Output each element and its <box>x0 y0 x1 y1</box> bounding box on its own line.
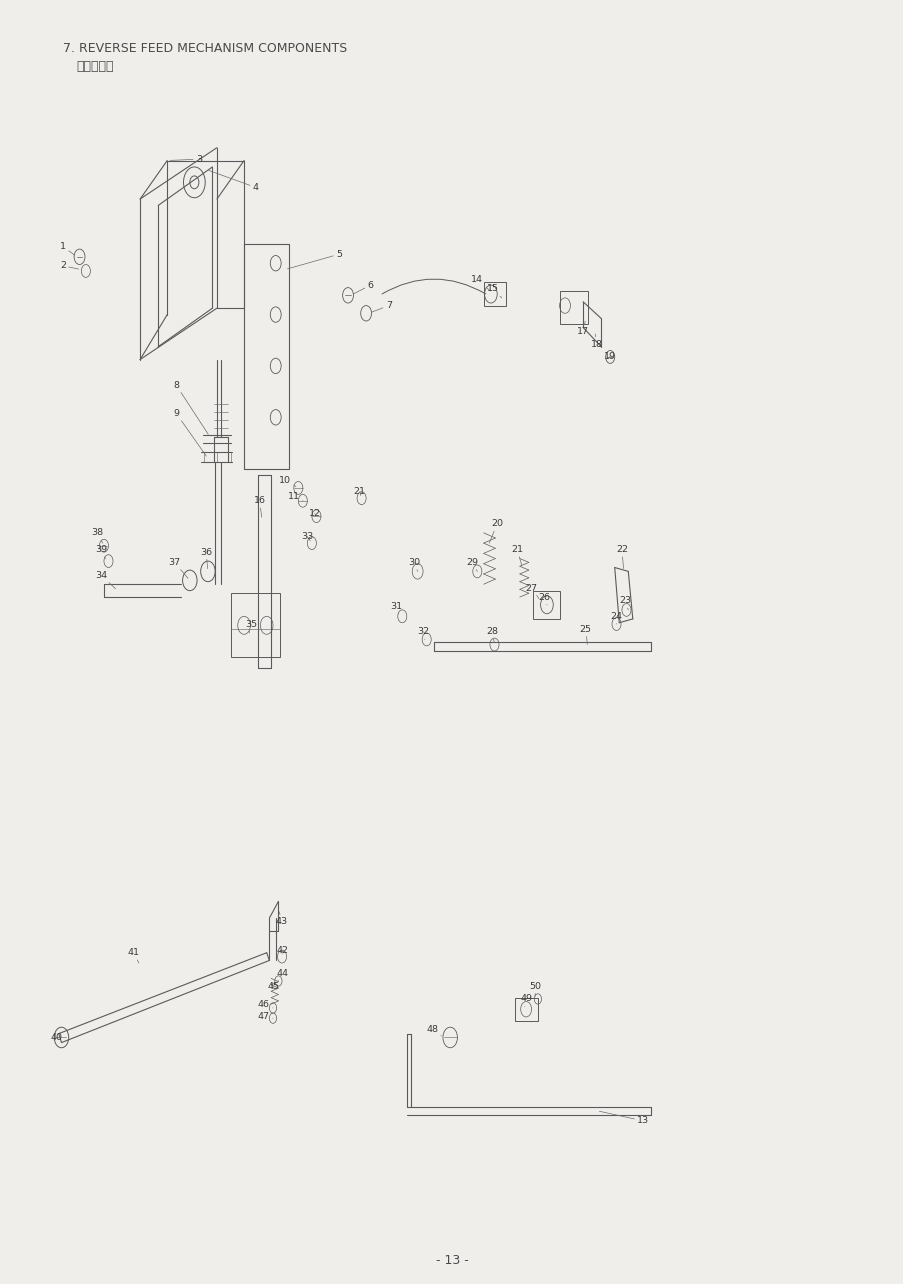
Text: 7. REVERSE FEED MECHANISM COMPONENTS: 7. REVERSE FEED MECHANISM COMPONENTS <box>63 42 347 55</box>
Text: 48: 48 <box>425 1025 441 1036</box>
Text: 4: 4 <box>209 171 258 193</box>
Text: 19: 19 <box>603 352 616 362</box>
Text: 36: 36 <box>200 547 212 569</box>
Text: 50: 50 <box>528 981 541 996</box>
Text: 41: 41 <box>127 948 140 963</box>
Bar <box>515 998 537 1021</box>
Text: 23: 23 <box>619 596 631 610</box>
Bar <box>483 282 506 306</box>
Text: 47: 47 <box>257 1012 273 1022</box>
Bar <box>533 591 560 619</box>
Text: 3: 3 <box>170 154 201 164</box>
Text: 12: 12 <box>308 508 321 519</box>
Text: 45: 45 <box>266 981 279 991</box>
Text: 33: 33 <box>301 532 313 542</box>
Text: 1: 1 <box>60 241 75 256</box>
Text: 30: 30 <box>407 557 420 571</box>
Text: 10: 10 <box>278 475 295 487</box>
Text: 25: 25 <box>579 624 591 645</box>
Text: 43: 43 <box>275 912 288 927</box>
Text: 7: 7 <box>371 300 391 312</box>
Text: - 13 -: - 13 - <box>435 1254 468 1267</box>
Text: 14: 14 <box>470 275 490 291</box>
Text: 21: 21 <box>353 487 366 497</box>
Text: 17: 17 <box>576 321 589 336</box>
Text: 37: 37 <box>168 557 188 578</box>
Text: 20: 20 <box>489 519 503 543</box>
Text: 49: 49 <box>519 994 532 1007</box>
Text: 5: 5 <box>287 249 341 268</box>
Text: 8: 8 <box>173 380 208 434</box>
Text: 逆送り関係: 逆送り関係 <box>77 60 114 73</box>
Text: 32: 32 <box>416 627 429 639</box>
Text: 28: 28 <box>486 627 498 642</box>
Text: 40: 40 <box>50 1032 62 1043</box>
Text: 39: 39 <box>95 544 107 559</box>
Text: 15: 15 <box>486 284 501 298</box>
Text: 18: 18 <box>590 334 602 349</box>
Text: 21: 21 <box>510 544 523 565</box>
Bar <box>230 593 280 657</box>
Text: 27: 27 <box>525 583 538 598</box>
Bar <box>560 291 587 324</box>
Text: 26: 26 <box>537 592 550 605</box>
Text: 42: 42 <box>275 945 288 955</box>
Text: 16: 16 <box>253 496 265 517</box>
Text: 11: 11 <box>287 492 303 502</box>
Text: 24: 24 <box>610 611 622 624</box>
Text: 22: 22 <box>615 544 628 569</box>
Text: 38: 38 <box>91 528 104 543</box>
Text: 34: 34 <box>95 570 116 589</box>
Text: 44: 44 <box>275 968 288 981</box>
Text: 9: 9 <box>173 408 206 456</box>
Text: 2: 2 <box>60 261 79 271</box>
Text: 31: 31 <box>389 601 402 614</box>
Text: 29: 29 <box>465 557 478 571</box>
Text: 46: 46 <box>257 999 273 1009</box>
Text: 35: 35 <box>245 619 257 633</box>
Text: 6: 6 <box>353 280 373 294</box>
Text: 13: 13 <box>599 1111 648 1126</box>
